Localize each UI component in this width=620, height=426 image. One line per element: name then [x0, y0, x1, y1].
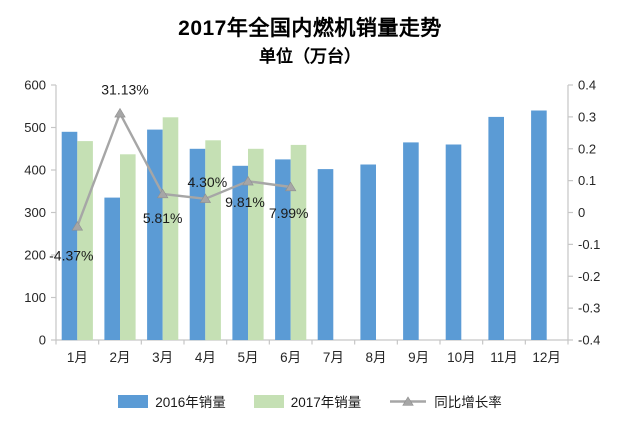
bar-2016年销量-6月	[275, 159, 291, 340]
bar-2016年销量-7月	[317, 169, 334, 340]
legend-swatch-2016	[118, 394, 149, 408]
growth-marker-4月	[199, 193, 212, 203]
x-axis-label-8月: 8月	[365, 350, 386, 365]
legend-item-2017: 2017年销量	[253, 391, 362, 411]
bar-2017年销量-4月	[205, 140, 221, 341]
x-axis-label-11月: 11月	[490, 350, 518, 365]
bar-series-2017年销量	[77, 117, 307, 341]
growth-marker-2月	[114, 107, 126, 118]
x-axis-label-6月: 6月	[280, 350, 301, 365]
left-axis-tick-label-100: 100	[24, 290, 46, 305]
x-axis-label-4月: 4月	[195, 350, 216, 365]
legend-line-marker-icon	[389, 395, 427, 408]
x-axis-label-5月: 5月	[237, 350, 258, 365]
legend-swatch-2017	[253, 394, 284, 408]
chart-subtitle: 单位（万台）	[259, 47, 361, 66]
x-axis-label-7月: 7月	[323, 350, 344, 365]
growth-label-2月: 31.13%	[101, 81, 148, 97]
line-series-同比增长率	[71, 107, 297, 231]
bar-2016年销量-8月	[360, 164, 376, 340]
bar-2016年销量-5月	[232, 165, 248, 341]
growth-label-6月: 7.99%	[269, 205, 309, 221]
growth-label-1月: -4.37%	[49, 247, 93, 263]
x-axis-label-3月: 3月	[152, 350, 173, 365]
bar-2017年销量-5月	[248, 148, 264, 341]
bar-2017年销量-2月	[120, 154, 136, 340]
x-axis-label-1月: 1月	[67, 350, 88, 365]
right-axis-tick-label--0.2: -0.2	[578, 269, 600, 284]
growth-label-4月: 4.30%	[187, 174, 227, 190]
legend-item-growth-rate: 同比增长率	[389, 391, 502, 411]
bar-2017年销量-3月	[162, 117, 179, 340]
bar-2016年销量-3月	[147, 129, 163, 340]
growth-marker-3月	[156, 188, 169, 199]
legend-label-2016: 2016年销量	[155, 395, 226, 410]
legend: 2016年销量 2017年销量 同比增长率	[0, 391, 620, 411]
bar-2016年销量-12月	[531, 110, 547, 340]
left-axis-tick-label-0: 0	[39, 333, 46, 348]
bar-2016年销量-11月	[488, 116, 504, 341]
bar-2016年销量-1月	[61, 131, 78, 341]
growth-marker-5月	[242, 175, 254, 186]
right-axis-tick-label--0.1: -0.1	[578, 237, 600, 252]
growth-label-3月: 5.81%	[143, 210, 183, 226]
bar-2016年销量-9月	[403, 142, 419, 340]
bar-2016年销量-10月	[445, 144, 462, 340]
legend-item-2016: 2016年销量	[118, 391, 226, 411]
right-axis-tick-label--0.3: -0.3	[578, 301, 600, 316]
left-axis-tick-label-200: 200	[24, 248, 46, 263]
growth-label-5月: 9.81%	[225, 194, 265, 210]
x-axis-label-12月: 12月	[532, 350, 561, 365]
right-axis-tick-label--0.4: -0.4	[578, 333, 600, 348]
bar-2016年销量-2月	[104, 197, 120, 340]
right-axis-tick-label-0.1: 0.1	[578, 173, 596, 188]
legend-triangle-marker-icon	[402, 395, 415, 406]
right-axis-tick-label-0: 0	[578, 205, 585, 220]
chart-title: 2017年全国内燃机销量走势	[178, 17, 442, 40]
legend-label-growth-rate: 同比增长率	[434, 395, 502, 410]
left-axis-tick-label-600: 600	[24, 78, 46, 93]
x-axis-label-2月: 2月	[109, 350, 130, 365]
x-axis-label-9月: 9月	[408, 350, 429, 365]
x-axis-label-10月: 10月	[447, 350, 476, 365]
bar-series-2016年销量	[61, 110, 547, 341]
left-axis-tick-label-400: 400	[24, 163, 46, 178]
right-axis-tick-label-0.2: 0.2	[578, 141, 596, 156]
growth-marker-1月	[71, 221, 84, 231]
bar-2017年销量-1月	[77, 141, 93, 340]
right-axis-tick-label-0.4: 0.4	[578, 78, 596, 93]
growth-line	[76, 110, 291, 227]
left-axis-tick-label-300: 300	[24, 205, 46, 220]
legend-label-2017: 2017年销量	[290, 395, 362, 410]
right-axis-tick-label-0.3: 0.3	[578, 109, 596, 124]
left-axis-tick-label-500: 500	[24, 120, 46, 135]
growth-marker-6月	[284, 181, 297, 192]
bar-2017年销量-6月	[290, 144, 307, 340]
